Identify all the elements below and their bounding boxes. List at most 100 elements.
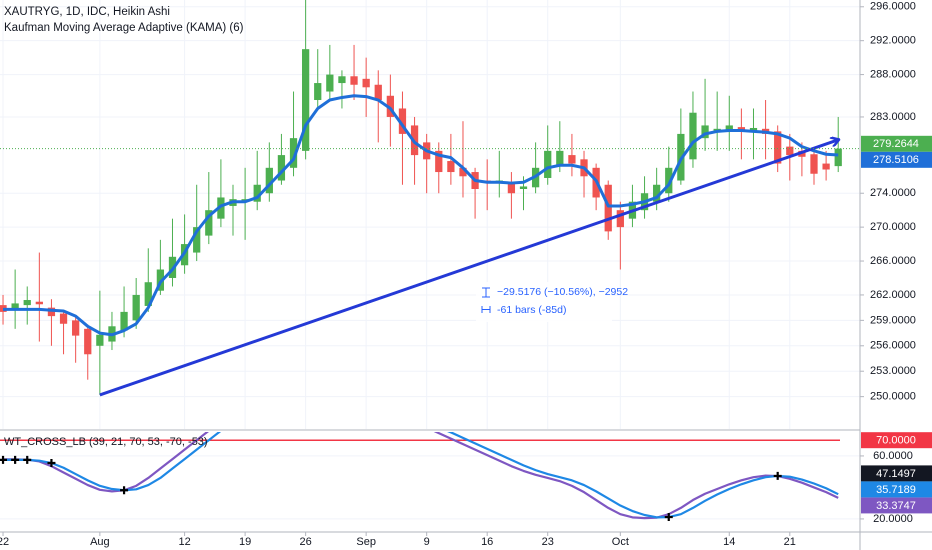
candle-body	[217, 197, 225, 219]
y-tick-label: 296.0000	[870, 1, 916, 13]
candle-body	[314, 83, 322, 101]
oscillator-pane	[0, 432, 860, 522]
candle-body	[749, 127, 758, 131]
candle-body	[737, 127, 746, 130]
measure-price: −29.5176 (−10.56%), −2952	[497, 286, 628, 298]
price-badge	[861, 497, 932, 514]
x-tick-label: Oct	[612, 536, 629, 548]
candle-body	[653, 184, 661, 202]
trend-line	[99, 140, 838, 397]
x-tick-label: 14	[723, 536, 735, 548]
candle-body	[810, 154, 818, 174]
candle-body	[289, 138, 298, 168]
cross-marker	[664, 513, 673, 522]
candle-body	[689, 112, 697, 160]
candle-body	[72, 320, 80, 336]
cross-marker	[47, 459, 56, 468]
candle-body	[786, 146, 794, 156]
price-badge-label: 35.7189	[876, 484, 916, 496]
y-tick-label: 274.0000	[870, 187, 916, 199]
candle-body	[193, 227, 201, 253]
x-tick-label: 16	[481, 536, 493, 548]
candle-body	[11, 303, 19, 310]
price-badge	[861, 151, 932, 168]
price-pane	[0, 0, 860, 429]
cross-marker	[0, 455, 8, 464]
y-tick-label: 20.0000	[873, 513, 913, 525]
price-badge-label: 278.5106	[873, 154, 919, 166]
price-badge-label: 47.1497	[876, 468, 916, 480]
price-badge-label: 279.2644	[873, 138, 919, 150]
chart-title: XAUTRYG, 1D, IDC, Heikin Ashi	[4, 6, 170, 18]
cross-marker	[23, 455, 32, 464]
candle-body	[96, 334, 104, 346]
oscillator-line	[3, 432, 839, 520]
measure-background	[476, 282, 612, 322]
candle-body	[556, 150, 564, 166]
x-tick-label: 21	[784, 536, 796, 548]
y-tick-label: 256.0000	[870, 340, 916, 352]
candle-body	[725, 125, 733, 130]
price-badge	[861, 432, 932, 449]
y-tick-label: 259.0000	[870, 314, 916, 326]
x-tick-label: 9	[424, 536, 430, 548]
y-tick-label: 253.0000	[870, 365, 916, 377]
price-badge	[861, 465, 932, 482]
y-tick-label: 270.0000	[870, 221, 916, 233]
candle-body	[59, 313, 68, 324]
y-tick-label: 292.0000	[870, 35, 916, 47]
price-badge	[861, 481, 932, 498]
measure-box: −29.5176 (−10.56%), −2952 -61 bars (-85d…	[476, 282, 628, 322]
chart-subtitle: Kaufman Moving Average Adaptive (KAMA) (…	[4, 22, 244, 34]
candle-body	[265, 167, 273, 194]
candle-body	[205, 210, 213, 236]
candle-body	[277, 155, 286, 181]
x-tick-label: 23	[542, 536, 554, 548]
candle-body	[374, 84, 382, 101]
indicator-title: WT_CROSS_LB (39, 21, 70, 53, -70, -53)	[4, 436, 208, 448]
candle-body	[519, 186, 528, 189]
y-tick-label: 60.0000	[873, 450, 913, 462]
y-tick-label: 262.0000	[870, 289, 916, 301]
measure-bars: -61 bars (-85d)	[497, 304, 566, 316]
candle-body	[144, 282, 152, 306]
candle-body	[386, 95, 394, 117]
candle-body	[338, 76, 346, 84]
x-tick-label: 12	[178, 536, 190, 548]
x-tick-label: 22	[0, 536, 9, 548]
candle-body	[326, 74, 334, 92]
y-tick-label: 283.0000	[870, 111, 916, 123]
y-tick-label: 288.0000	[870, 68, 916, 80]
candle-body	[350, 76, 358, 85]
candle-body	[120, 311, 128, 331]
x-tick-label: 19	[239, 536, 251, 548]
candle-body	[665, 167, 673, 194]
candle-body	[35, 301, 43, 305]
candle-body	[47, 307, 56, 317]
candle-body	[604, 184, 612, 232]
cross-marker	[120, 486, 129, 495]
candle-body	[834, 148, 842, 167]
cross-marker	[773, 471, 782, 480]
price-badge	[861, 135, 932, 152]
candle-body	[447, 161, 455, 173]
y-tick-label: 266.0000	[870, 255, 916, 267]
x-tick-label: Aug	[90, 536, 110, 548]
candle-body	[544, 150, 552, 178]
x-tick-label: 26	[300, 536, 312, 548]
candle-body	[398, 108, 407, 134]
candle-body	[507, 182, 516, 194]
candle-body	[568, 155, 576, 164]
candle-body	[616, 210, 624, 228]
candle-body	[132, 294, 140, 321]
cross-marker	[11, 455, 20, 464]
candle-body	[362, 78, 370, 88]
candle-body	[822, 163, 830, 170]
measure-icon	[481, 306, 491, 313]
measure-icon	[482, 287, 490, 298]
candle-body	[459, 167, 467, 177]
price-badge-label: 33.3747	[876, 500, 916, 512]
candle-body	[774, 131, 782, 164]
y-tick-label: 250.0000	[870, 391, 916, 403]
